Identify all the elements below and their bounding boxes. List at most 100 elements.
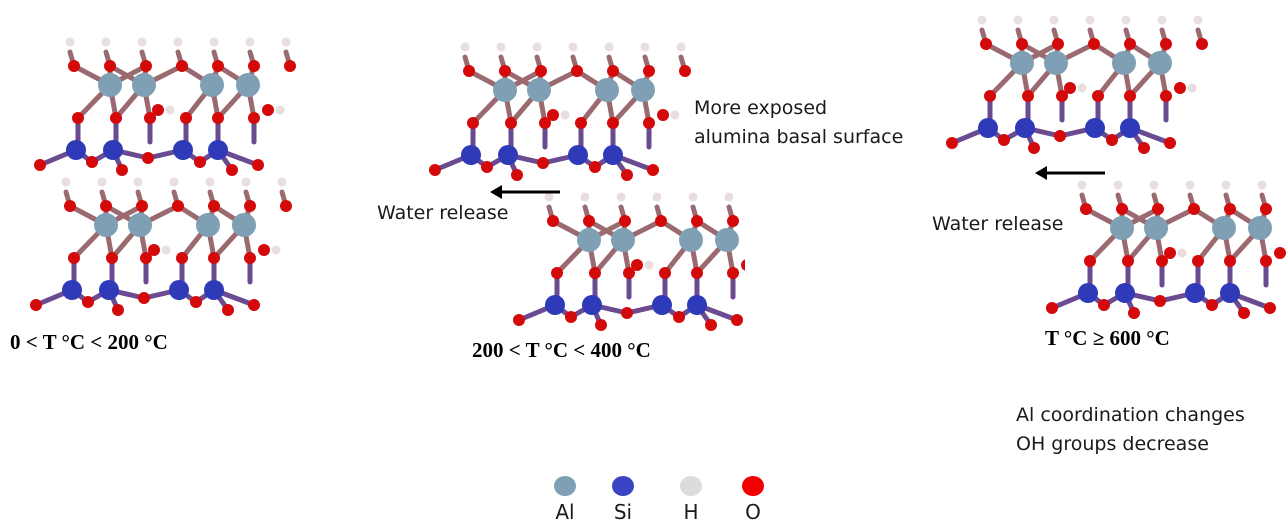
oxygen-atom — [659, 267, 671, 279]
oxygen-atom — [190, 296, 202, 308]
oxygen-atom — [539, 117, 551, 129]
hydrogen-atom — [1187, 83, 1197, 93]
silicon-atom — [1015, 118, 1035, 138]
oxygen-atom — [1124, 38, 1136, 50]
stage2-structure — [429, 42, 745, 331]
oxygen-atom — [607, 117, 619, 129]
aluminum-atom — [196, 213, 220, 237]
oxygen-atom — [244, 252, 256, 264]
oxygen-atom — [467, 117, 479, 129]
oxygen-atom — [222, 304, 234, 316]
legend-label-al: Al — [555, 500, 575, 524]
hydrogen-atom — [676, 42, 686, 52]
aluminum-atom — [679, 228, 703, 252]
silicon-atom — [652, 295, 672, 315]
silicon-atom — [687, 295, 707, 315]
aluminum-atom — [1010, 51, 1034, 75]
oxygen-atom — [1174, 82, 1186, 94]
oxygen-atom — [1080, 203, 1092, 215]
oxygen-atom — [1154, 295, 1166, 307]
silicon-atom — [978, 118, 998, 138]
oxygen-atom — [172, 200, 184, 212]
oxygen-atom — [657, 109, 669, 121]
silicon-atom — [1078, 283, 1098, 303]
oxygen-atom — [535, 65, 547, 77]
oxygen-atom — [68, 60, 80, 72]
oxygen-atom — [208, 200, 220, 212]
hydrogen-atom — [532, 42, 542, 52]
silicon-atom — [99, 280, 119, 300]
oxygen-atom — [595, 319, 607, 331]
oxygen-atom — [980, 38, 992, 50]
oxygen-atom — [643, 117, 655, 129]
hydrogen-atom — [173, 37, 183, 47]
stage2-temperature-label: 200 < T °C < 400 °C — [472, 338, 651, 362]
aluminum-atom — [493, 78, 517, 102]
hydrogen-atom — [604, 42, 614, 52]
oxygen-atom — [505, 117, 517, 129]
oxygen-atom — [194, 156, 206, 168]
oxygen-atom — [1084, 255, 1096, 267]
oxygen-atom — [727, 215, 739, 227]
hydrogen-atom — [1049, 15, 1059, 25]
stage1-structure — [30, 37, 296, 316]
silicon-atom — [62, 280, 82, 300]
oxygen-atom — [691, 215, 703, 227]
oxygen-atom — [1092, 90, 1104, 102]
oxygen-atom — [647, 164, 659, 176]
stage1-lower-layer — [30, 177, 292, 316]
aluminum-atom — [132, 73, 156, 97]
legend-swatch-si — [612, 476, 634, 496]
stage3-note-line1: Al coordination changes — [1016, 404, 1245, 426]
silicon-atom — [582, 295, 602, 315]
hydrogen-atom — [101, 37, 111, 47]
oxygen-atom — [499, 65, 511, 77]
oxygen-atom — [106, 252, 118, 264]
hydrogen-atom — [496, 42, 506, 52]
oxygen-atom — [1224, 203, 1236, 215]
stage2-note-line2: alumina basal surface — [694, 126, 904, 148]
oxygen-atom — [34, 159, 46, 171]
silicon-atom — [169, 280, 189, 300]
oxygen-atom — [208, 252, 220, 264]
stage2-water-release-arrow — [490, 185, 560, 199]
stage1-temperature-label: 0 < T °C < 200 °C — [10, 330, 168, 354]
legend-swatch-h — [680, 476, 702, 496]
hydrogen-atom — [137, 37, 147, 47]
legend-item-o: O — [733, 476, 773, 524]
oxygen-atom — [547, 109, 559, 121]
oxygen-atom — [252, 159, 264, 171]
stage3-temperature-label: T °C ≥ 600 °C — [1045, 326, 1170, 350]
aluminum-atom — [232, 213, 256, 237]
oxygen-atom — [284, 60, 296, 72]
oxygen-atom — [1046, 302, 1058, 314]
hydrogen-atom — [65, 37, 75, 47]
oxygen-atom — [1260, 203, 1272, 215]
legend-swatch-o — [742, 476, 764, 496]
oxygen-atom — [82, 296, 94, 308]
oxygen-atom — [1022, 90, 1034, 102]
hydrogen-atom — [568, 42, 578, 52]
oxygen-atom — [1164, 247, 1176, 259]
stage3-note-line2: OH groups decrease — [1016, 433, 1209, 455]
aluminum-atom — [128, 213, 152, 237]
hydrogen-atom — [1193, 15, 1203, 25]
oxygen-atom — [691, 267, 703, 279]
hydrogen-atom — [640, 42, 650, 52]
stage2-note-line1: More exposed — [694, 97, 828, 119]
silicon-atom — [568, 145, 588, 165]
hydrogen-atom — [977, 15, 987, 25]
oxygen-atom — [1028, 142, 1040, 154]
oxygen-atom — [589, 267, 601, 279]
hydrogen-atom — [1013, 15, 1023, 25]
oxygen-atom — [144, 112, 156, 124]
oxygen-atom — [643, 65, 655, 77]
stage3-arrow-label: Water release — [932, 213, 1064, 235]
aluminum-atom — [527, 78, 551, 102]
hydrogen-atom — [1185, 180, 1195, 190]
silicon-atom — [461, 145, 481, 165]
hydrogen-atom — [165, 105, 175, 115]
oxygen-atom — [176, 252, 188, 264]
legend-item-h: H — [671, 476, 711, 524]
oxygen-atom — [463, 65, 475, 77]
